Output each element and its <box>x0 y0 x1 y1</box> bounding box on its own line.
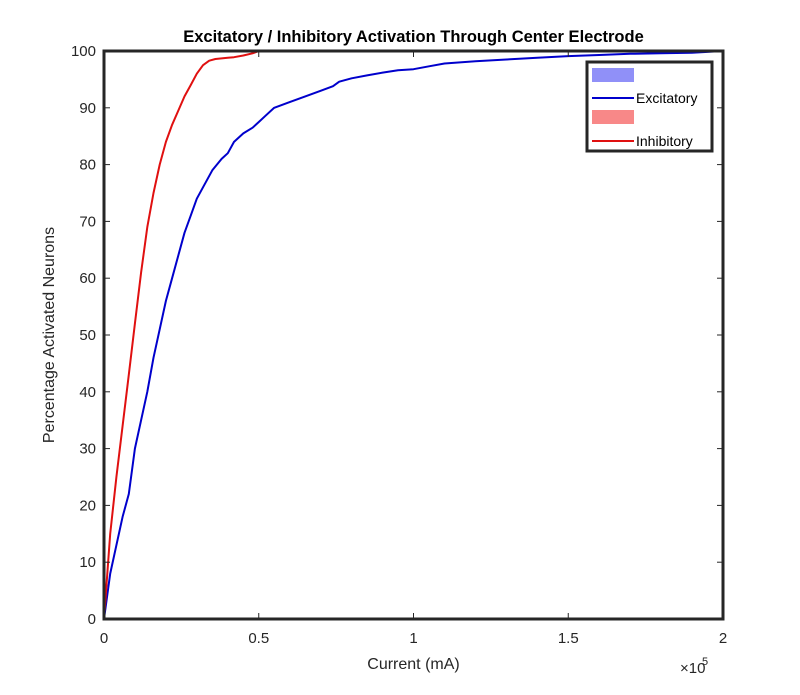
y-tick-label: 0 <box>88 611 96 628</box>
x-tick-label: 2 <box>719 630 727 647</box>
legend-label-inhibitory: Inhibitory <box>636 133 693 149</box>
chart-title: Excitatory / Inhibitory Activation Throu… <box>183 28 644 46</box>
legend: Excitatory Inhibitory <box>585 60 714 153</box>
legend-patch-patch-2 <box>592 110 634 124</box>
x-tick-label: 0.5 <box>248 630 269 647</box>
x-axis-exponent: ×10 5 <box>680 656 708 677</box>
y-tick-label: 80 <box>79 157 96 174</box>
x-tick-label: 1 <box>409 630 417 647</box>
x-tick-label: 1.5 <box>558 630 579 647</box>
y-tick-label: 100 <box>71 43 96 60</box>
y-tick-label: 40 <box>79 384 96 401</box>
x-tick-label: 0 <box>100 630 108 647</box>
y-tick-label: 10 <box>79 554 96 571</box>
legend-label-excitatory: Excitatory <box>636 90 697 106</box>
legend-items: Excitatory Inhibitory <box>592 68 697 149</box>
y-tick-label: 30 <box>79 441 96 458</box>
y-tick-label: 20 <box>79 497 96 514</box>
x-axis-label: Current (mA) <box>367 656 459 673</box>
y-tick-label: 50 <box>79 327 96 344</box>
y-tick-label: 70 <box>79 213 96 230</box>
y-tick-label: 90 <box>79 100 96 117</box>
series-line-excitatory <box>103 50 724 620</box>
legend-patch-patch-0 <box>592 68 634 82</box>
x-axis-exponent-base: ×10 <box>680 660 705 677</box>
x-axis-exponent-power: 5 <box>702 656 708 668</box>
series-layer <box>103 50 724 620</box>
y-axis-label: Percentage Activated Neurons <box>41 227 58 443</box>
series-line-inhibitory <box>103 50 260 620</box>
y-tick-label: 60 <box>79 270 96 287</box>
